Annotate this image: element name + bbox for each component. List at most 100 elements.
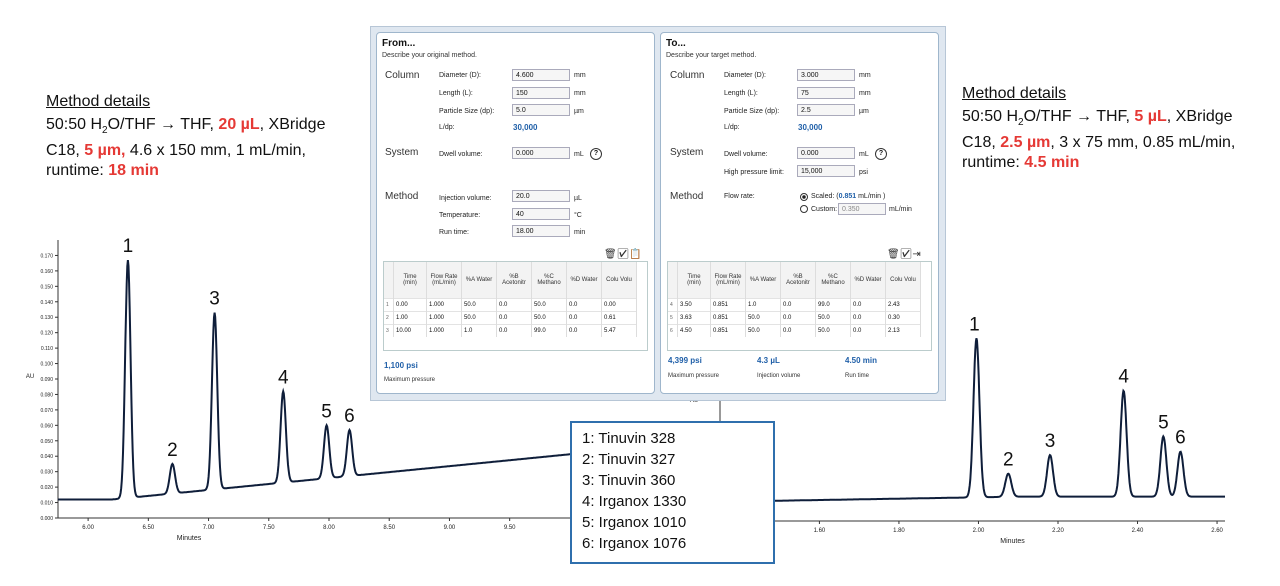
custom-radio[interactable] xyxy=(800,205,808,213)
peak-label: 4 xyxy=(1118,367,1129,388)
to-table-icons[interactable]: 🗑☑⇥ xyxy=(887,249,921,260)
table-cell[interactable]: 2 xyxy=(384,311,394,325)
table-cell[interactable]: 0.0 xyxy=(566,298,602,312)
to-injection-volume-label: Injection volume xyxy=(757,373,801,379)
table-row[interactable]: 4 3.50 0.851 1.0 0.0 99.0 0.0 2.43 xyxy=(668,298,921,312)
table-cell[interactable]: 0.851 xyxy=(710,298,746,312)
table-cell[interactable]: 0.0 xyxy=(496,298,532,312)
to-subtitle: Describe your target method. xyxy=(666,52,757,59)
table-cell[interactable]: 0.0 xyxy=(850,298,886,312)
table-cell[interactable]: 0.30 xyxy=(885,311,921,325)
scaled-radio[interactable] xyxy=(800,193,808,201)
from-particle-label: Particle Size (dp): xyxy=(439,108,495,115)
table-cell[interactable]: 2.43 xyxy=(885,298,921,312)
table-cell[interactable]: 0.0 xyxy=(780,298,816,312)
table-cell[interactable]: 0.0 xyxy=(780,311,816,325)
table-cell[interactable]: 3 xyxy=(384,324,394,337)
from-length-input[interactable]: 150 xyxy=(512,87,570,99)
x-tick-label: 6.50 xyxy=(142,525,154,531)
from-run-input[interactable]: 18.00 xyxy=(512,225,570,237)
to-column-label: Column xyxy=(670,70,705,81)
table-cell[interactable]: 1.00 xyxy=(393,311,427,325)
from-system-label: System xyxy=(385,147,419,158)
x-tick-label: 8.00 xyxy=(323,525,335,531)
table-cell[interactable]: 1.000 xyxy=(426,324,462,337)
table-row[interactable]: 3 10.00 1.000 1.0 0.0 99.0 0.0 5.47 xyxy=(384,324,637,337)
y-tick-label: 0.080 xyxy=(40,392,53,398)
x-tick-label: 2.20 xyxy=(1052,528,1064,534)
table-cell[interactable]: 50.0 xyxy=(745,324,781,337)
table-row[interactable]: 1 0.00 1.000 50.0 0.0 50.0 0.0 0.00 xyxy=(384,298,637,312)
table-header: Colu Volu xyxy=(885,262,921,299)
table-cell[interactable]: 0.0 xyxy=(496,324,532,337)
table-cell[interactable]: 1.000 xyxy=(426,298,462,312)
table-cell[interactable]: 0.0 xyxy=(566,324,602,337)
table-cell[interactable]: 50.0 xyxy=(461,298,497,312)
y-tick-label: 0.140 xyxy=(40,300,53,306)
to-dwell-input[interactable]: 0.000 xyxy=(797,147,855,159)
peak-label: 2 xyxy=(1003,450,1014,471)
table-cell[interactable]: 0.61 xyxy=(601,311,637,325)
table-cell[interactable]: 1 xyxy=(384,298,394,312)
table-cell[interactable]: 5 xyxy=(668,311,678,325)
from-dwell-input[interactable]: 0.000 xyxy=(512,147,570,159)
table-cell[interactable]: 50.0 xyxy=(461,311,497,325)
table-cell[interactable]: 2.13 xyxy=(885,324,921,337)
to-diameter-input[interactable]: 3.000 xyxy=(797,69,855,81)
y-tick-label: 0.120 xyxy=(40,331,53,337)
from-injection-label: Injection volume: xyxy=(439,195,492,202)
to-particle-input[interactable]: 2.5 xyxy=(797,104,855,116)
to-length-input[interactable]: 75 xyxy=(797,87,855,99)
table-cell[interactable]: 0.0 xyxy=(566,311,602,325)
custom-flow-input[interactable]: 0.350 xyxy=(838,203,886,215)
to-gradient-table: Time (min) Flow Rate (mL/min) %A Water %B A… xyxy=(667,261,932,351)
table-cell[interactable]: 10.00 xyxy=(393,324,427,337)
table-row[interactable]: 2 1.00 1.000 50.0 0.0 50.0 0.0 0.61 xyxy=(384,311,637,325)
to-pressure-limit-input[interactable]: 15,000 xyxy=(797,165,855,177)
from-particle-input[interactable]: 5.0 xyxy=(512,104,570,116)
table-cell[interactable]: 1.0 xyxy=(745,298,781,312)
table-cell[interactable]: 0.0 xyxy=(780,324,816,337)
from-temp-input[interactable]: 40 xyxy=(512,208,570,220)
table-cell[interactable]: 0.00 xyxy=(601,298,637,312)
table-cell[interactable]: 99.0 xyxy=(531,324,567,337)
table-cell[interactable]: 0.851 xyxy=(710,311,746,325)
table-cell[interactable]: 4 xyxy=(668,298,678,312)
table-cell[interactable]: 50.0 xyxy=(531,298,567,312)
table-cell[interactable]: 0.0 xyxy=(496,311,532,325)
table-cell[interactable]: 4.50 xyxy=(677,324,711,337)
table-cell[interactable]: 50.0 xyxy=(531,311,567,325)
table-cell[interactable]: 6 xyxy=(668,324,678,337)
from-table-icons[interactable]: 🗑☑📋 xyxy=(604,249,642,260)
table-cell[interactable]: 50.0 xyxy=(745,311,781,325)
to-diameter-unit: mm xyxy=(859,72,871,79)
x-tick-label: 1.60 xyxy=(814,528,826,534)
table-cell[interactable]: 3.50 xyxy=(677,298,711,312)
from-particle-unit: µm xyxy=(574,108,584,115)
table-cell[interactable]: 50.0 xyxy=(815,311,851,325)
table-cell[interactable]: 1.000 xyxy=(426,311,462,325)
from-panel: From... Describe your original method. C… xyxy=(376,32,655,394)
table-cell[interactable]: 99.0 xyxy=(815,298,851,312)
from-ldp-label: L/dp: xyxy=(439,124,455,131)
table-cell[interactable]: 3.63 xyxy=(677,311,711,325)
y-tick-label: 0.100 xyxy=(40,362,53,368)
table-cell[interactable]: 0.851 xyxy=(710,324,746,337)
table-row[interactable]: 5 3.63 0.851 50.0 0.0 50.0 0.0 0.30 xyxy=(668,311,921,325)
from-injection-input[interactable]: 20.0 xyxy=(512,190,570,202)
table-cell[interactable]: 50.0 xyxy=(815,324,851,337)
y-tick-label: 0.060 xyxy=(40,423,53,429)
table-header xyxy=(384,262,394,299)
table-cell[interactable]: 0.0 xyxy=(850,311,886,325)
custom-label: Custom: xyxy=(811,206,838,213)
table-cell[interactable]: 0.00 xyxy=(393,298,427,312)
from-column-label: Column xyxy=(385,70,420,81)
help-icon[interactable]: ? xyxy=(590,148,602,160)
table-cell[interactable]: 5.47 xyxy=(601,324,637,337)
to-panel: To... Describe your target method. Colum… xyxy=(660,32,939,394)
table-row[interactable]: 6 4.50 0.851 50.0 0.0 50.0 0.0 2.13 xyxy=(668,324,921,337)
from-diameter-input[interactable]: 4.600 xyxy=(512,69,570,81)
table-cell[interactable]: 0.0 xyxy=(850,324,886,337)
table-cell[interactable]: 1.0 xyxy=(461,324,497,337)
help-icon[interactable]: ? xyxy=(875,148,887,160)
